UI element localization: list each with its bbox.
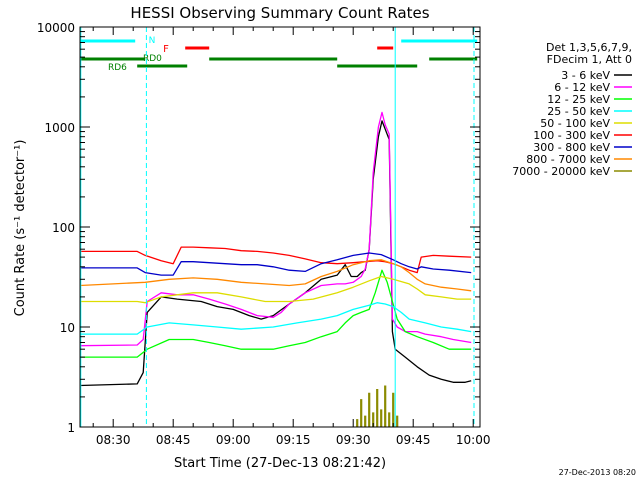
y-tick-label: 10000: [37, 21, 75, 35]
y-tick-label: 1000: [44, 121, 75, 135]
legend-header-line: Det 1,3,5,6,7,9,: [546, 41, 632, 54]
series-line: [80, 252, 472, 276]
state-bar-label: RD0: [143, 54, 162, 64]
state-bar-label: F: [163, 44, 169, 55]
plot-frame: [79, 26, 481, 428]
x-tick-label: 08:30: [96, 433, 131, 447]
series-line: [80, 120, 472, 387]
y-tick-label: 1: [67, 421, 75, 435]
legend-entry-label: 800 - 7000 keV: [526, 153, 610, 166]
axis-ticks: 08:30 08:45 09:00 09:15 09:30 09:45 10:00 1 10 10…: [37, 21, 491, 447]
legend: Det 1,3,5,6,7,9,FDecim 1, Att 0 3 - 6 keV…: [512, 41, 632, 178]
series-line: [80, 111, 472, 347]
state-bar-label: RD6: [108, 63, 127, 73]
y-tick-label: 10: [60, 321, 75, 335]
series-group: [80, 111, 472, 427]
y-axis-label: Count Rate (s⁻¹ detector⁻¹): [13, 140, 28, 317]
x-tick-label: 08:45: [156, 433, 191, 447]
legend-entry-label: 3 - 6 keV: [561, 69, 610, 82]
legend-entry-label: 25 - 50 keV: [547, 105, 610, 118]
x-tick-label: 09:15: [276, 433, 311, 447]
legend-entry-label: 6 - 12 keV: [554, 81, 610, 94]
series-line: [80, 269, 472, 358]
series-line: [80, 246, 472, 274]
x-tick-label: 09:45: [396, 433, 431, 447]
legend-entry-label: 100 - 300 keV: [533, 129, 610, 142]
legend-entry-label: 50 - 100 keV: [540, 117, 610, 130]
state-bar-label: N: [149, 36, 156, 46]
series-line: [356, 385, 399, 427]
series-layer: [80, 111, 472, 427]
x-axis-label: Start Time (27-Dec-13 08:21:42): [174, 456, 386, 471]
x-tick-label: 09:00: [216, 433, 251, 447]
legend-entry-label: 7000 - 20000 keV: [512, 165, 610, 178]
y-tick-label: 100: [52, 221, 75, 235]
series-line: [80, 259, 472, 292]
timestamp: 27-Dec-2013 08:20: [559, 468, 636, 477]
legend-entry-label: 12 - 25 keV: [547, 93, 610, 106]
vline-layer: [80, 27, 475, 427]
series-line: [80, 302, 472, 335]
chart-title: HESSI Observing Summary Count Rates: [130, 4, 429, 22]
series-line: [80, 275, 472, 304]
x-tick-label: 10:00: [456, 433, 491, 447]
legend-entry-label: 300 - 800 keV: [533, 141, 610, 154]
x-tick-label: 09:30: [336, 433, 371, 447]
legend-header-line: FDecim 1, Att 0: [547, 53, 632, 66]
